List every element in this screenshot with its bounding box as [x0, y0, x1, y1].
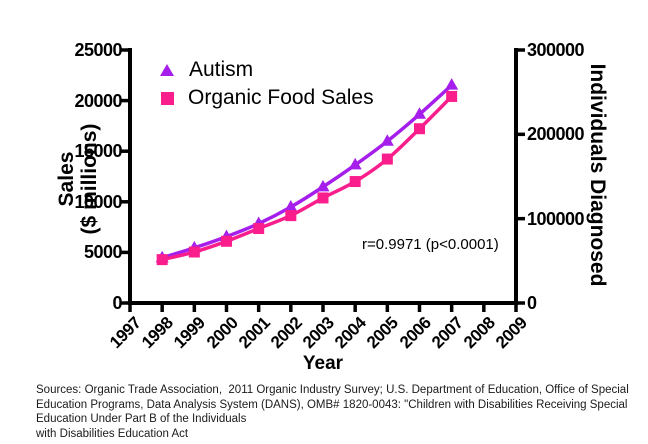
autism-curve [161, 83, 453, 260]
square-marker-icon [161, 91, 174, 105]
legend-item-organic-food-sales: Organic Food Sales [160, 84, 374, 112]
y-right-tick-label: 300000 [527, 40, 585, 60]
y-left-tick-label: 25000 [74, 40, 122, 60]
organic-food-sales-series [156, 90, 458, 266]
sources-line: Education Under Part B of the Individual… [36, 413, 247, 425]
sources-line: Education Programs, Data Analysis System… [36, 398, 628, 411]
organic-food-sales-data-point [381, 153, 393, 165]
autism-data-point [413, 107, 426, 119]
organic-food-sales-curve [161, 95, 453, 262]
organic-food-sales-data-point [446, 90, 458, 102]
legend-label-organic-food-sales: Organic Food Sales [188, 86, 374, 109]
organic-food-sales-data-point [317, 192, 329, 204]
legend: Autism Organic Food Sales [160, 56, 374, 112]
y-right-tick-label: 0 [527, 293, 537, 313]
y-right-tick-label: 100000 [527, 208, 585, 229]
y-left-tick-label: 0 [112, 293, 122, 313]
sources-line: Sources: Organic Trade Association, 2011… [36, 384, 629, 396]
sources-note: Sources: Organic Trade Association, 2011… [36, 383, 642, 441]
autism-data-point [445, 78, 459, 90]
y-left-tick-label: 15000 [74, 141, 122, 162]
y-left-tick-label: 10000 [74, 191, 122, 212]
y-left-tick-label: 5000 [83, 242, 123, 263]
correlation-annotation: r=0.9971 (p<0.0001) [362, 236, 499, 253]
organic-food-sales-data-point [349, 176, 361, 188]
triangle-marker-icon [160, 64, 174, 76]
organic-food-sales-data-point [156, 254, 168, 266]
autism-data-point [380, 134, 394, 146]
organic-food-sales-data-point [221, 235, 232, 247]
legend-item-autism: Autism [160, 56, 374, 84]
x-axis-title: Year [302, 353, 344, 374]
right-axis-title: Individuals Diagnosed [586, 63, 609, 287]
autism-data-point [348, 157, 362, 170]
organic-food-sales-data-point [285, 210, 297, 222]
y-right-tick-label: 200000 [527, 124, 585, 145]
organic-food-sales-data-point [188, 246, 200, 258]
y-left-tick-label: 20000 [74, 90, 122, 111]
organic-food-sales-data-point [414, 123, 425, 135]
sources-line: with Disabilities Education Act [36, 427, 189, 440]
autism-data-point [316, 179, 330, 192]
legend-label-autism: Autism [189, 58, 254, 81]
organic-food-sales-data-point [253, 223, 265, 235]
autism-data-point [284, 200, 298, 212]
